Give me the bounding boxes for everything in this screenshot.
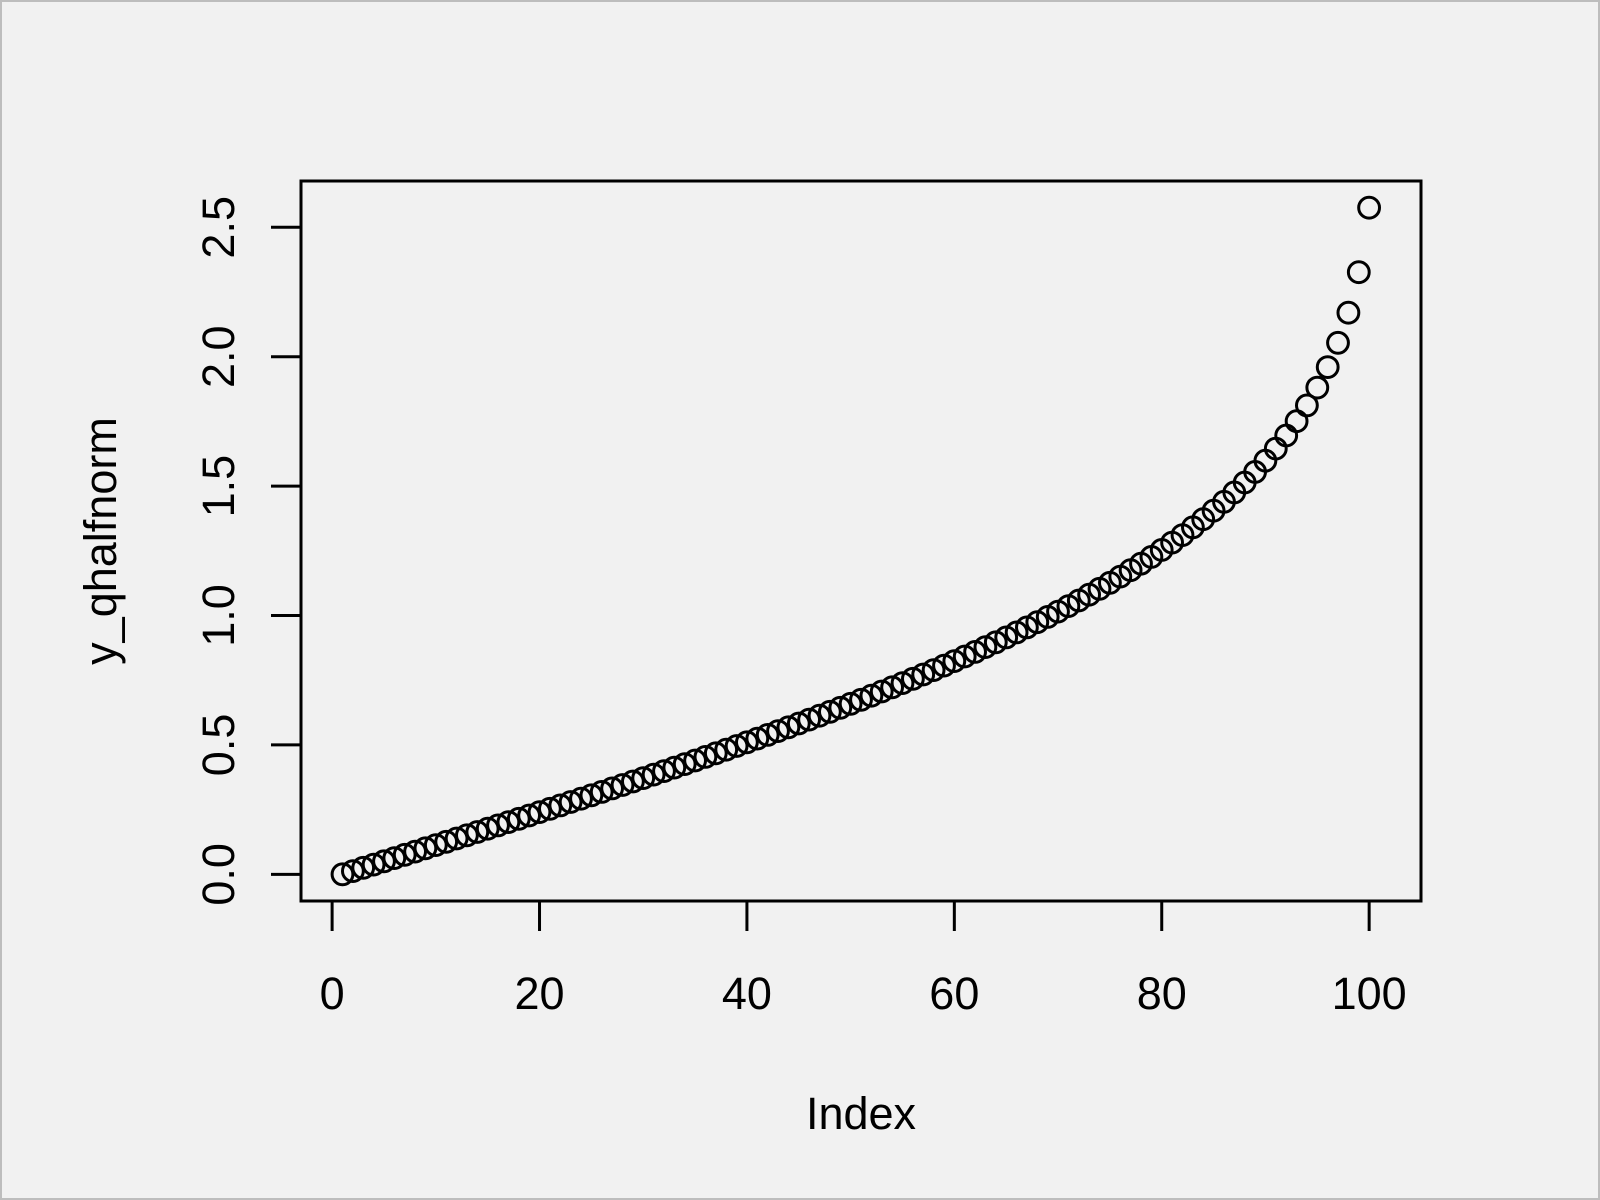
data-point [641, 762, 666, 787]
data-point [341, 859, 365, 883]
data-point [631, 766, 656, 790]
y-tick-label: 2.5 [193, 196, 244, 259]
x-tick-label: 20 [514, 968, 564, 1019]
y-tick-label: 0.0 [193, 843, 244, 906]
data-point [942, 649, 967, 673]
data-point [828, 695, 853, 720]
data-point [766, 719, 790, 743]
data-point [475, 816, 500, 841]
data-point [652, 759, 676, 783]
data-point [683, 748, 707, 773]
data-point [455, 823, 479, 848]
y-tick-label: 1.5 [193, 455, 244, 518]
data-point [527, 800, 552, 824]
data-point [621, 769, 645, 794]
data-point [807, 703, 832, 728]
data-point [1295, 393, 1319, 418]
data-point [517, 803, 541, 828]
x-tick-label: 80 [1137, 968, 1187, 1019]
data-point [610, 773, 635, 797]
y-axis-ticks [271, 225, 301, 876]
data-point [1274, 423, 1299, 448]
plot-box [299, 179, 1423, 903]
y-tick-label: 0.5 [193, 714, 244, 777]
data-point [797, 707, 821, 732]
data-point [589, 780, 614, 804]
data-point [693, 745, 718, 769]
scatter-points [330, 195, 1381, 887]
data-point [579, 783, 604, 808]
data-point [1315, 355, 1340, 380]
data-point [486, 813, 510, 838]
data-point [869, 679, 894, 704]
data-point [330, 862, 355, 887]
data-point [901, 666, 925, 691]
data-point [911, 662, 936, 687]
x-axis-ticks [330, 901, 1371, 931]
data-point [838, 691, 863, 716]
data-point [372, 849, 396, 874]
data-point [714, 737, 739, 762]
data-point [890, 671, 915, 695]
data-point [382, 846, 407, 870]
data-point [548, 793, 573, 818]
y-axis-tick-labels: 0.0 0.5 1.0 1.5 2.0 2.5 [193, 196, 244, 906]
x-axis-tick-labels: 0 20 40 60 80 100 [320, 968, 1407, 1019]
data-point [1305, 375, 1330, 400]
data-point [724, 734, 749, 758]
data-point [1346, 260, 1371, 285]
data-point [423, 833, 448, 857]
data-point [672, 752, 697, 776]
data-point [776, 715, 801, 740]
data-point [600, 776, 624, 801]
data-point [496, 810, 521, 834]
data-point [434, 829, 459, 854]
data-point [849, 687, 873, 712]
data-point [1326, 330, 1350, 355]
data-point [569, 786, 593, 811]
data-point [403, 839, 428, 864]
data-point [662, 755, 687, 780]
data-point [361, 852, 386, 877]
data-point [538, 796, 562, 821]
x-tick-label: 40 [722, 968, 772, 1019]
y-axis-label: y_qhalfnorm [75, 417, 126, 665]
data-point [786, 711, 811, 736]
data-point [1357, 195, 1381, 220]
data-point [506, 806, 531, 831]
x-tick-label: 0 [320, 968, 345, 1019]
data-point [755, 723, 780, 747]
data-point [952, 644, 977, 669]
data-point [735, 730, 759, 755]
x-tick-label: 60 [929, 968, 979, 1019]
data-point [1336, 300, 1361, 325]
data-point [818, 699, 842, 724]
y-tick-label: 1.0 [193, 584, 244, 647]
data-point [558, 790, 583, 814]
data-point [392, 842, 417, 867]
y-tick-label: 2.0 [193, 325, 244, 388]
data-point [880, 675, 904, 700]
data-point [921, 658, 946, 682]
x-axis-label: Index [806, 1088, 917, 1139]
data-point [465, 820, 490, 844]
data-point [413, 836, 438, 861]
data-point [745, 726, 770, 751]
data-point [703, 741, 728, 766]
data-point [859, 683, 884, 708]
data-point [444, 826, 469, 851]
data-point [351, 855, 376, 880]
x-tick-label: 100 [1332, 968, 1407, 1019]
